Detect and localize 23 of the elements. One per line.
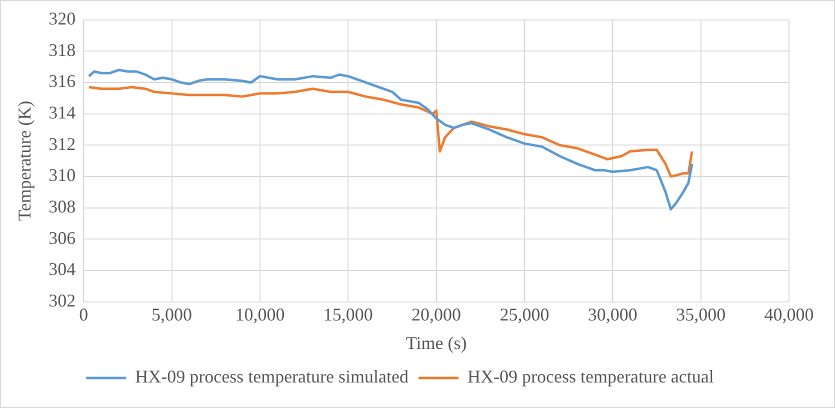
y-tick-label: 312 bbox=[48, 134, 76, 154]
y-tick-label: 302 bbox=[48, 290, 76, 311]
x-tick-label: 10,000 bbox=[235, 304, 285, 324]
x-tick-label: 40,000 bbox=[764, 304, 814, 324]
y-tick-label: 320 bbox=[48, 8, 76, 29]
y-tick-label: 308 bbox=[48, 196, 76, 217]
y-axis-title: Temperature (K) bbox=[14, 100, 35, 221]
x-axis-title: Time (s) bbox=[406, 332, 467, 353]
y-tick-label: 306 bbox=[48, 228, 76, 248]
x-tick-label: 15,000 bbox=[323, 304, 373, 324]
x-tick-label: 25,000 bbox=[500, 304, 550, 324]
y-tick-label: 304 bbox=[48, 259, 76, 280]
x-tick-label: 30,000 bbox=[588, 304, 638, 324]
y-tick-label: 316 bbox=[48, 71, 76, 92]
legend-label: HX-09 process temperature simulated bbox=[135, 366, 409, 387]
y-tick-label: 314 bbox=[48, 102, 76, 123]
x-tick-label: 5,000 bbox=[152, 304, 192, 324]
y-tick-label: 318 bbox=[48, 40, 76, 60]
x-tick-label: 35,000 bbox=[676, 304, 726, 324]
legend-label: HX-09 process temperature actual bbox=[468, 366, 714, 387]
x-tick-label: 20,000 bbox=[412, 304, 462, 324]
x-tick-label: 0 bbox=[79, 304, 88, 324]
y-tick-label: 310 bbox=[48, 165, 76, 186]
